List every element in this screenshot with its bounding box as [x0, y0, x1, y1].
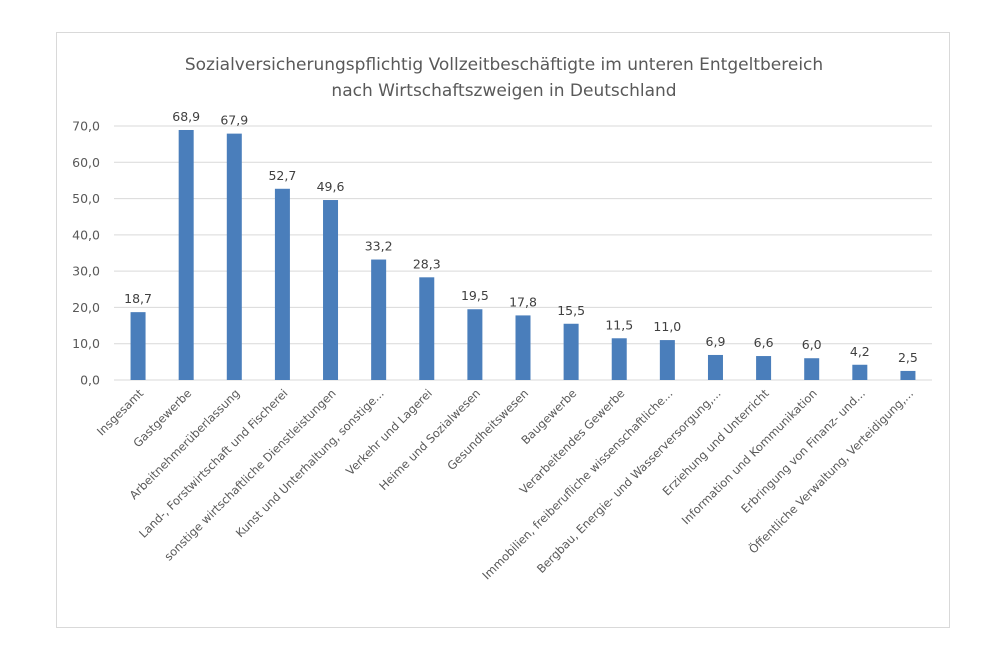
chart-subtitle: nach Wirtschaftszweigen in Deutschland	[331, 81, 676, 101]
data-label: 28,3	[413, 256, 441, 271]
data-label: 11,0	[653, 319, 681, 334]
data-label: 11,5	[605, 317, 633, 332]
bar	[274, 188, 290, 380]
bar	[900, 370, 916, 380]
bar	[226, 133, 242, 380]
category-labels: InsgesamtGastgewerbeArbeitnehmerüberlass…	[94, 385, 916, 583]
data-label: 19,5	[461, 288, 489, 303]
y-axis-ticks: 0,0 10,0 20,0 30,0 40,0 50,0 60,0 70,0	[72, 119, 100, 388]
y-tick-label: 20,0	[72, 300, 100, 315]
bar-chart: Sozialversicherungspflichtig Vollzeitbes…	[72, 55, 932, 583]
data-label: 6,6	[754, 335, 774, 350]
data-label: 6,0	[802, 337, 822, 352]
category-label: Öffentliche Verwaltung, Verteidigung,...	[745, 385, 917, 557]
bar	[130, 312, 146, 380]
bars	[130, 129, 916, 380]
data-label: 2,5	[898, 350, 918, 365]
bar	[467, 309, 483, 380]
bar	[707, 354, 723, 380]
data-label: 68,9	[172, 109, 200, 124]
bar	[515, 315, 531, 380]
data-label: 52,7	[268, 168, 296, 183]
y-tick-label: 40,0	[72, 227, 100, 242]
y-tick-label: 70,0	[72, 119, 100, 134]
y-tick-label: 30,0	[72, 264, 100, 279]
data-label: 15,5	[557, 303, 585, 318]
y-tick-label: 60,0	[72, 155, 100, 170]
data-label: 4,2	[850, 344, 870, 359]
bar	[323, 200, 339, 380]
bar	[419, 277, 435, 380]
bar	[371, 259, 387, 380]
category-label: Gesundheitswesen	[444, 386, 531, 473]
y-tick-label: 0,0	[80, 373, 100, 388]
y-tick-label: 10,0	[72, 336, 100, 351]
bar	[178, 129, 194, 380]
bar	[804, 358, 820, 380]
gridlines	[114, 125, 932, 381]
data-label: 6,9	[706, 334, 726, 349]
category-label: sonstige wirtschaftliche Dienstleistunge…	[161, 386, 338, 563]
category-label: Verkehr und Lagerei	[343, 386, 435, 478]
category-label: Bergbau, Energie- und Wasserversorgung,.…	[534, 386, 724, 576]
data-label: 67,9	[220, 113, 248, 128]
bar	[611, 338, 627, 380]
bar	[852, 364, 868, 380]
data-label: 49,6	[317, 179, 345, 194]
chart-frame: Sozialversicherungspflichtig Vollzeitbes…	[56, 32, 950, 628]
category-label: Insgesamt	[94, 386, 147, 439]
bar	[563, 323, 579, 380]
y-tick-label: 50,0	[72, 191, 100, 206]
data-labels: 18,7 68,9 67,9 52,7 49,6 33,2 28,3 19,5 17,8 15,5…	[124, 109, 918, 365]
bar	[756, 356, 772, 380]
chart-title: Sozialversicherungspflichtig Vollzeitbes…	[185, 55, 823, 75]
data-label: 17,8	[509, 294, 537, 309]
bar	[659, 340, 675, 380]
data-label: 18,7	[124, 291, 152, 306]
data-label: 33,2	[365, 239, 393, 254]
